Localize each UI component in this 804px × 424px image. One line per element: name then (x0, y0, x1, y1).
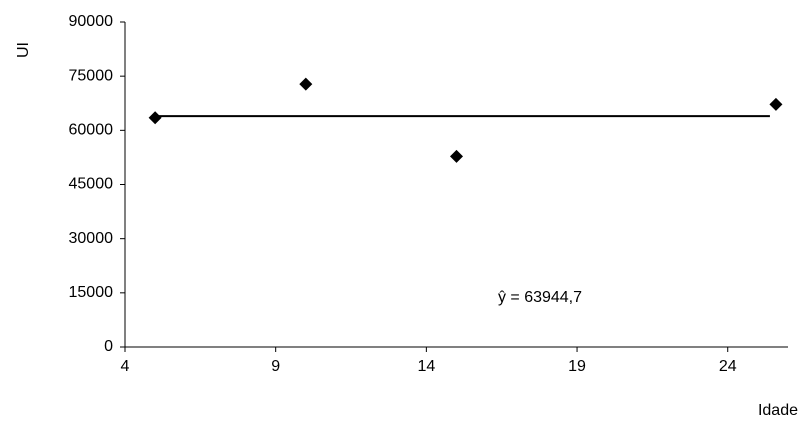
y-tick-label: 15000 (69, 284, 114, 301)
data-point (769, 97, 783, 111)
data-point (148, 111, 162, 125)
x-axis-label: Idade (758, 402, 798, 419)
y-tick-label: 90000 (69, 13, 114, 30)
x-tick-label: 9 (271, 358, 280, 375)
y-tick-label: 60000 (69, 122, 114, 139)
axes (124, 22, 788, 348)
y-tick-label: 45000 (69, 176, 114, 193)
x-tick-label: 19 (568, 358, 586, 375)
points-group (148, 77, 783, 163)
regression-equation: ŷ = 63944,7 (498, 289, 582, 306)
data-point (299, 77, 313, 91)
y-tick-label: 30000 (69, 230, 114, 247)
y-tick-label: 0 (104, 338, 113, 355)
tick-group: 0 15000 30000 45000 60000 75000 90000 4 9 14 19 24 (69, 13, 737, 375)
y-axis-label: UI (15, 42, 32, 58)
data-point (450, 149, 463, 163)
x-tick-label: 24 (719, 358, 737, 375)
x-tick-label: 4 (121, 358, 130, 375)
y-tick-label: 75000 (69, 67, 114, 84)
x-tick-label: 14 (417, 358, 435, 375)
